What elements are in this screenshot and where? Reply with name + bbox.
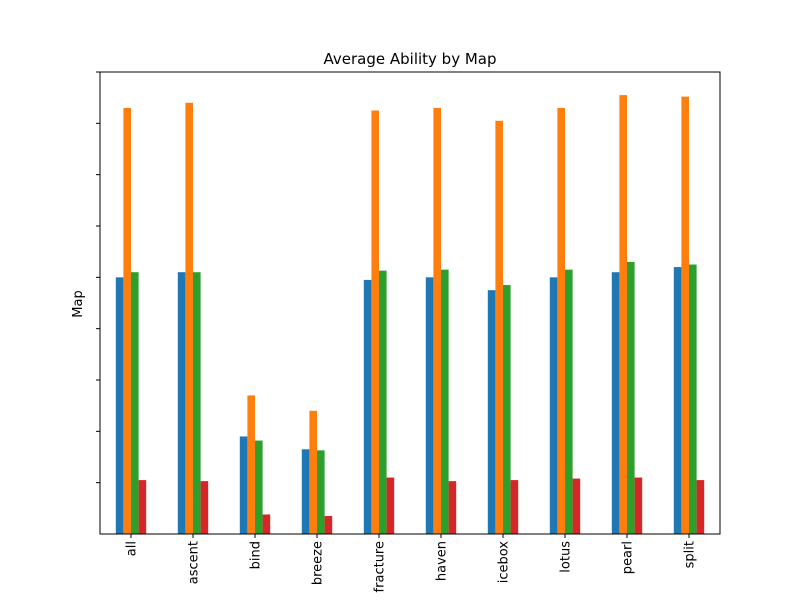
bar-fracture-series-4 bbox=[386, 477, 395, 534]
x-tick-label-all: all bbox=[125, 541, 140, 556]
bar-lotus-series-2 bbox=[557, 107, 565, 535]
bar-pearl-series-1 bbox=[611, 272, 620, 534]
bar-haven-series-3 bbox=[441, 269, 449, 534]
plot-frame bbox=[99, 71, 721, 535]
bar-ascent-series-3 bbox=[193, 272, 201, 534]
x-tick-label-fracture: fracture bbox=[373, 541, 388, 592]
bar-all-series-4 bbox=[138, 480, 147, 534]
bar-haven-series-4 bbox=[448, 481, 457, 534]
bar-ascent-series-4 bbox=[200, 481, 209, 534]
bar-bind-series-2 bbox=[247, 395, 255, 534]
bar-lotus-series-4 bbox=[572, 478, 581, 534]
bar-pearl-series-4 bbox=[634, 477, 643, 534]
bar-pearl-series-2 bbox=[619, 95, 627, 534]
x-tick-label-bind: bind bbox=[249, 541, 264, 569]
bar-icebox-series-1 bbox=[487, 290, 496, 534]
bar-lotus-series-1 bbox=[549, 277, 558, 534]
bar-icebox-series-4 bbox=[510, 480, 519, 534]
bar-bind-series-4 bbox=[262, 514, 271, 534]
bar-bind-series-3 bbox=[255, 440, 263, 534]
bar-all-series-2 bbox=[123, 107, 131, 535]
bar-breeze-series-3 bbox=[317, 450, 325, 534]
bar-all-series-3 bbox=[131, 272, 139, 534]
x-tick-label-ascent: ascent bbox=[187, 541, 202, 584]
bar-bind-series-1 bbox=[239, 436, 248, 534]
bar-breeze-series-4 bbox=[324, 516, 333, 534]
y-axis-label: Map bbox=[71, 290, 86, 317]
x-tick-label-pearl: pearl bbox=[621, 541, 636, 574]
x-tick-label-split: split bbox=[683, 541, 698, 568]
bar-icebox-series-3 bbox=[503, 285, 511, 534]
bar-haven-series-2 bbox=[433, 107, 441, 535]
bar-all-series-1 bbox=[115, 277, 124, 534]
bar-breeze-series-1 bbox=[301, 449, 310, 534]
axes: all ascent bind breeze fracture haven icebox lo… bbox=[96, 71, 721, 592]
bar-haven-series-1 bbox=[425, 277, 434, 534]
x-tick-label-icebox: icebox bbox=[497, 541, 512, 584]
bar-pearl-series-3 bbox=[627, 261, 635, 534]
bar-fracture-series-1 bbox=[363, 279, 372, 534]
bar-breeze-series-2 bbox=[309, 410, 317, 534]
bar-split-series-1 bbox=[673, 267, 682, 534]
bar-split-series-2 bbox=[681, 96, 689, 534]
bar-ascent-series-1 bbox=[177, 272, 186, 534]
bar-icebox-series-2 bbox=[495, 120, 503, 535]
x-tick-label-lotus: lotus bbox=[559, 541, 574, 573]
bar-fracture-series-2 bbox=[371, 110, 379, 534]
bar-split-series-3 bbox=[689, 264, 697, 534]
x-tick-label-breeze: breeze bbox=[311, 541, 326, 585]
x-tick-label-haven: haven bbox=[435, 541, 450, 581]
bar-lotus-series-3 bbox=[565, 269, 573, 534]
bar-split-series-4 bbox=[696, 480, 705, 534]
bar-fracture-series-3 bbox=[379, 270, 387, 534]
plot-area bbox=[115, 95, 705, 535]
chart-title: Average Ability by Map bbox=[324, 50, 497, 68]
bar-ascent-series-2 bbox=[185, 102, 193, 535]
